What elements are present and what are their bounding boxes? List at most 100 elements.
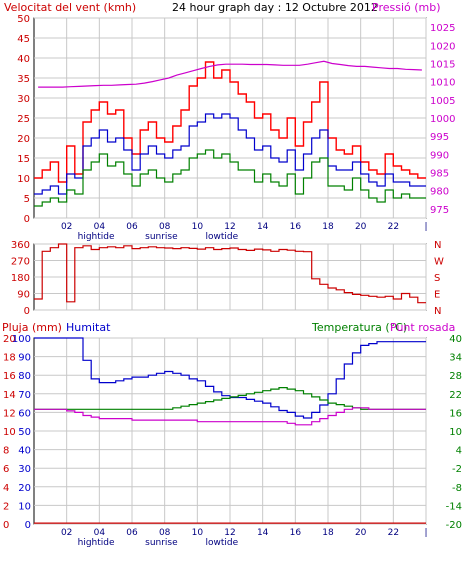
- temperature-tick-label: -8: [452, 483, 462, 494]
- pressure-tick-label: 1025: [430, 23, 455, 34]
- time-tick-label: 06: [126, 528, 138, 538]
- event-marker-label: sunrise: [145, 232, 178, 242]
- dewpoint-axis-title: Punt rosada: [390, 321, 455, 334]
- humidity-tick-label: 70: [18, 390, 31, 401]
- temperature-tick-label: 40: [449, 334, 462, 345]
- temperature-series-line: [34, 387, 426, 410]
- time-tick-label: 20: [355, 222, 367, 232]
- compass-label: N: [434, 240, 441, 251]
- wind-tick-label: 30: [17, 94, 30, 105]
- rain-tick-label: 10: [3, 427, 16, 438]
- temperature-tick-label: -14: [446, 501, 462, 512]
- pressure-series-line: [38, 60, 422, 88]
- rain-tick-label: 16: [3, 371, 16, 382]
- humidity-tick-label: 100: [12, 334, 31, 345]
- rain-tick-label: 0: [3, 520, 9, 531]
- gust-series-line: [34, 61, 426, 183]
- temperature-tick-label: 4: [456, 446, 462, 457]
- time-tick-label: 06: [126, 222, 138, 232]
- direction-tick-label: 0: [24, 306, 30, 317]
- avg-series-line: [34, 113, 426, 195]
- temperature-tick-label: 16: [449, 408, 462, 419]
- rain-tick-label: 18: [3, 353, 16, 364]
- direction-tick-label: 180: [11, 273, 30, 284]
- time-tick-label: 14: [257, 222, 269, 232]
- event-marker-label: sunrise: [145, 538, 178, 548]
- direction-tick-label: 360: [11, 240, 30, 251]
- pressure-tick-label: 1015: [430, 59, 455, 70]
- rain-tick-label: 6: [3, 464, 9, 475]
- temperature-tick-label: -20: [446, 520, 462, 531]
- compass-label: W: [434, 257, 444, 268]
- temperature-axis-title: Temperatura (°C): [311, 321, 407, 334]
- compass-label: N: [434, 306, 441, 317]
- time-tick-label: 08: [159, 528, 171, 538]
- wind-tick-label: 25: [17, 114, 30, 125]
- pressure-axis-title: Pressió (mb): [372, 1, 441, 14]
- direction-tick-label: 90: [17, 290, 30, 301]
- time-tick-label: 16: [290, 222, 302, 232]
- time-tick-label: 18: [322, 222, 334, 232]
- wind-tick-label: 0: [24, 214, 30, 225]
- rain-tick-label: 14: [3, 390, 16, 401]
- wind-tick-label: 40: [17, 54, 30, 65]
- humidity-tick-label: 10: [18, 501, 31, 512]
- temperature-tick-label: 28: [449, 371, 462, 382]
- time-tick-label: 02: [61, 528, 72, 538]
- compass-label: S: [434, 273, 440, 284]
- wind-tick-label: 20: [17, 134, 30, 145]
- humidity-tick-label: 20: [18, 483, 31, 494]
- event-marker-label: hightide: [78, 538, 115, 548]
- dewpoint-series-line: [34, 407, 426, 426]
- pressure-tick-label: 980: [430, 187, 449, 198]
- pressure-tick-label: 1020: [430, 41, 455, 52]
- rain-tick-label: 4: [3, 483, 9, 494]
- pressure-tick-label: 1010: [430, 78, 455, 89]
- wind-direction-line: [34, 243, 426, 304]
- time-tick-label: 20: [355, 528, 367, 538]
- humidity-tick-label: 50: [18, 427, 31, 438]
- temperature-tick-label: 22: [449, 390, 462, 401]
- time-tick-label: 10: [192, 528, 204, 538]
- wind-pressure-panel: 0510152025303540455097598098599099510001…: [17, 14, 455, 242]
- wind-tick-label: 5: [24, 194, 30, 205]
- humidity-tick-label: 0: [25, 520, 31, 531]
- humidity-tick-label: 60: [18, 408, 31, 419]
- time-tick-label: |: [424, 528, 427, 538]
- pressure-tick-label: 975: [430, 205, 449, 216]
- rain-tick-label: 8: [3, 446, 9, 457]
- compass-label: E: [434, 290, 440, 301]
- time-tick-label: 04: [94, 222, 106, 232]
- rain-tick-label: 2: [3, 501, 9, 512]
- time-tick-label: 02: [61, 222, 72, 232]
- humidity-axis-title: Humitat: [66, 321, 111, 334]
- time-tick-label: 08: [159, 222, 171, 232]
- temperature-tick-label: 10: [449, 427, 462, 438]
- temperature-tick-label: -2: [452, 464, 462, 475]
- time-tick-label: 22: [388, 528, 399, 538]
- time-tick-label: 10: [192, 222, 204, 232]
- wind-axis-title: Velocitat del vent (kmh): [4, 1, 136, 14]
- event-marker-label: lowtide: [206, 538, 239, 548]
- temperature-tick-label: 34: [449, 353, 462, 364]
- min-series-line: [34, 149, 426, 207]
- humidity-tick-label: 40: [18, 446, 31, 457]
- time-tick-label: 12: [224, 222, 235, 232]
- pressure-tick-label: 990: [430, 150, 449, 161]
- wind-tick-label: 15: [17, 154, 30, 165]
- time-tick-label: 04: [94, 528, 106, 538]
- humidity-tick-label: 90: [18, 353, 31, 364]
- time-tick-label: 18: [322, 528, 334, 538]
- time-tick-label: 22: [388, 222, 399, 232]
- wind-tick-label: 50: [17, 14, 30, 25]
- wind-direction-panel: 360 N 270 W 180 S 90 E 0 N: [11, 240, 444, 317]
- humidity-tick-label: 80: [18, 371, 31, 382]
- time-tick-label: 14: [257, 528, 269, 538]
- wind-tick-label: 45: [17, 34, 30, 45]
- pressure-tick-label: 1005: [430, 96, 455, 107]
- event-marker-label: hightide: [78, 232, 115, 242]
- time-tick-label: 16: [290, 528, 302, 538]
- time-tick-label: |: [424, 222, 427, 232]
